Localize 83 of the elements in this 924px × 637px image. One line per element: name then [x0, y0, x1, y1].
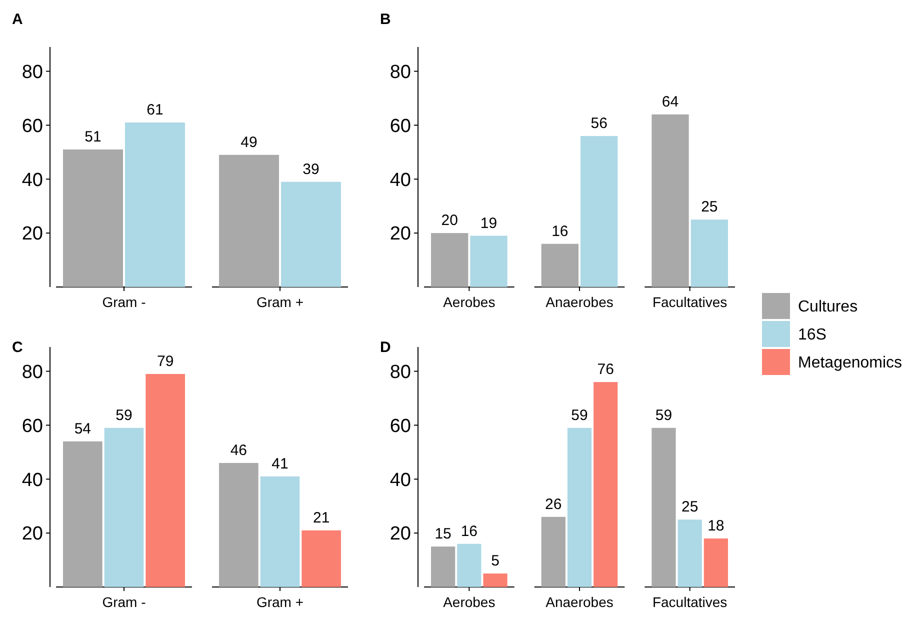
- data-label: 16: [552, 222, 568, 240]
- data-label: 5: [491, 552, 500, 570]
- data-label: 18: [708, 517, 724, 534]
- y-tick-label: 40: [22, 170, 43, 191]
- bar: [652, 428, 676, 587]
- y-tick-label: 20: [390, 224, 411, 245]
- x-tick-label: Aerobes: [443, 294, 496, 310]
- y-tick-label: 80: [390, 62, 411, 83]
- data-label: 21: [312, 509, 330, 526]
- x-tick-label: Aerobes: [443, 594, 496, 610]
- bar: [704, 538, 728, 587]
- y-tick-label: 20: [22, 524, 43, 545]
- data-label: 16: [460, 522, 478, 540]
- data-label: 25: [681, 498, 698, 516]
- bar: [594, 382, 618, 587]
- x-tick-label: Gram +: [256, 594, 304, 610]
- y-tick-label: 20: [390, 524, 411, 545]
- chart-title: D: [380, 339, 391, 356]
- y-tick-label: 60: [390, 116, 411, 137]
- chart-title: C: [12, 339, 23, 356]
- data-label: 39: [302, 160, 320, 178]
- y-tick-label: 80: [390, 362, 411, 383]
- data-label: 64: [662, 93, 679, 110]
- x-tick-label: Anaerobes: [546, 294, 614, 310]
- x-tick-label: Gram -: [102, 594, 146, 610]
- data-label: 56: [590, 114, 608, 132]
- data-label: 79: [156, 352, 174, 370]
- data-label: 26: [545, 496, 562, 513]
- bar: [260, 476, 300, 587]
- bar: [652, 114, 689, 287]
- bar: [63, 441, 102, 587]
- legend-label: Cultures: [798, 298, 858, 316]
- y-tick-label: 60: [390, 416, 411, 437]
- bar: [541, 244, 578, 287]
- bar: [541, 516, 566, 587]
- y-tick-label: 40: [390, 170, 411, 191]
- y-tick-label: 60: [22, 116, 43, 137]
- bar: [302, 530, 341, 587]
- bar: [678, 520, 702, 587]
- data-label: 76: [597, 361, 614, 378]
- data-label: 54: [74, 420, 92, 438]
- x-tick-label: Facultatives: [652, 594, 728, 610]
- bar: [219, 462, 258, 587]
- y-tick-label: 40: [390, 470, 411, 491]
- x-tick-label: Gram +: [256, 294, 304, 310]
- data-label: 46: [230, 442, 248, 459]
- bar: [580, 136, 618, 287]
- bar: [431, 233, 468, 287]
- bar: [125, 122, 185, 287]
- y-tick-label: 40: [22, 470, 43, 491]
- y-tick-label: 60: [22, 416, 43, 437]
- x-tick-label: Gram -: [102, 294, 146, 310]
- data-label: 25: [701, 198, 718, 216]
- data-label: 20: [441, 212, 458, 230]
- data-label: 59: [116, 406, 132, 424]
- bar: [281, 182, 341, 287]
- bar: [63, 149, 123, 287]
- y-tick-label: 80: [22, 362, 43, 383]
- data-label: 59: [655, 406, 672, 424]
- data-label: 41: [272, 455, 288, 472]
- bar: [431, 546, 456, 587]
- x-tick-label: Anaerobes: [546, 594, 614, 610]
- data-label: 49: [240, 134, 258, 151]
- bar: [690, 220, 728, 287]
- bar: [219, 154, 279, 287]
- chart-title: A: [12, 11, 23, 28]
- legend-label: Metagenomics: [798, 354, 902, 372]
- data-label: 15: [434, 526, 452, 543]
- bar: [146, 374, 185, 587]
- bar: [567, 428, 592, 587]
- data-label: 59: [571, 406, 588, 424]
- data-label: 19: [480, 214, 498, 232]
- data-label: 51: [84, 128, 102, 146]
- x-tick-label: Facultatives: [652, 294, 728, 310]
- bar: [483, 574, 508, 587]
- legend-label: 16S: [798, 326, 826, 344]
- bar: [470, 236, 508, 287]
- chart-title: B: [380, 11, 391, 28]
- data-label: 61: [146, 102, 164, 119]
- y-tick-label: 20: [22, 224, 43, 245]
- bar: [457, 544, 482, 587]
- bar: [104, 428, 144, 587]
- y-tick-label: 80: [22, 62, 43, 83]
